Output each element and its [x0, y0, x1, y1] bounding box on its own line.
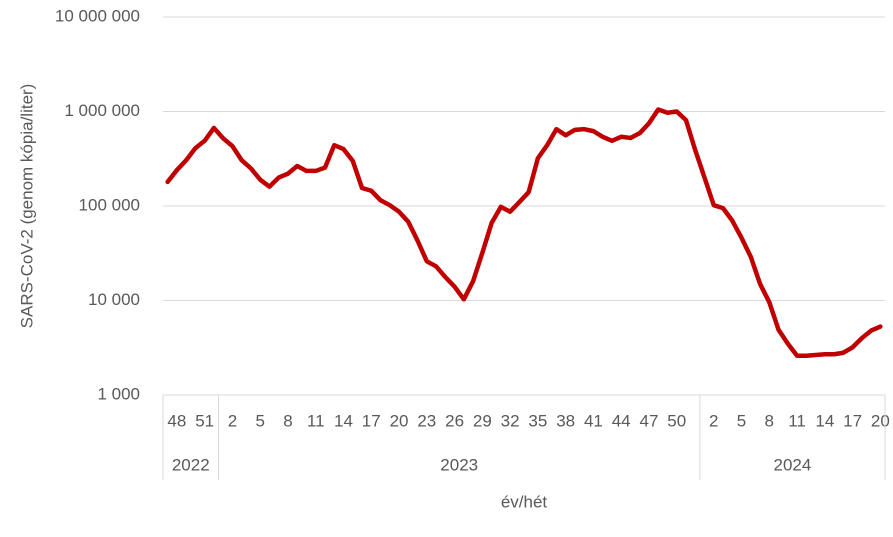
x-tick-label: 51 — [195, 411, 214, 430]
x-tick-label: 2 — [709, 411, 718, 430]
x-tick-label: 50 — [667, 411, 686, 430]
x-tick-label: 23 — [417, 411, 436, 430]
x-tick-label: 14 — [815, 411, 834, 430]
x-tick-label: 20 — [390, 411, 409, 430]
x-tick-label: 41 — [584, 411, 603, 430]
x-tick-label: 32 — [501, 411, 520, 430]
x-tick-label: 2 — [228, 411, 237, 430]
x-tick-label: 47 — [640, 411, 659, 430]
y-tick-label: 10 000 — [88, 290, 140, 309]
x-tick-label: 48 — [167, 411, 186, 430]
x-tick-label: 29 — [473, 411, 492, 430]
x-tick-label: 8 — [765, 411, 774, 430]
x-tick-label: 5 — [255, 411, 264, 430]
x-tick-label: 14 — [334, 411, 353, 430]
x-tick-label: 5 — [737, 411, 746, 430]
x-tick-label: 11 — [307, 411, 325, 430]
x-tick-label: 20 — [871, 411, 890, 430]
x-tick-label: 17 — [843, 411, 862, 430]
x-tick-label: 44 — [612, 411, 631, 430]
x-group-label: 2023 — [440, 455, 478, 474]
x-axis-title: év/hét — [501, 492, 548, 511]
y-tick-label: 10 000 000 — [55, 6, 140, 25]
x-tick-label: 35 — [528, 411, 547, 430]
y-tick-label: 100 000 — [79, 195, 140, 214]
y-tick-label: 1 000 000 — [64, 101, 140, 120]
data-line — [165, 107, 883, 359]
x-tick-label: 26 — [445, 411, 464, 430]
x-tick-label: 17 — [362, 411, 381, 430]
y-tick-label: 1 000 — [97, 384, 140, 403]
x-tick-label: 8 — [283, 411, 292, 430]
x-tick-label: 38 — [556, 411, 575, 430]
x-group-label: 2024 — [774, 455, 812, 474]
x-group-label: 2022 — [172, 455, 210, 474]
y-axis-title: SARS-CoV-2 (genom kópia/liter) — [17, 84, 36, 329]
x-tick-label: 11 — [788, 411, 806, 430]
